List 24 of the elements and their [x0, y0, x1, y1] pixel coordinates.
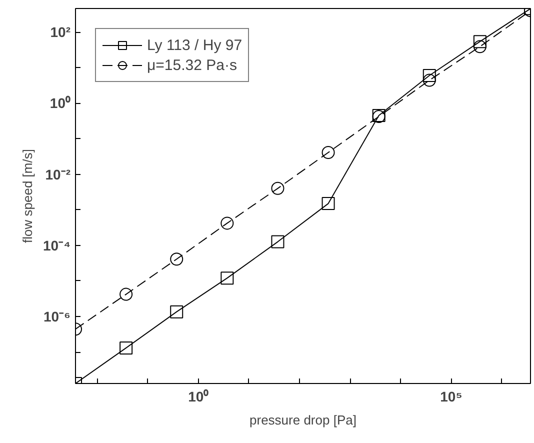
point	[220, 216, 234, 230]
x-axis-title: pressure drop [Pa]	[250, 412, 356, 428]
legend-label: μ=15.32 Pa·s	[147, 56, 237, 74]
point	[473, 40, 486, 54]
point	[271, 182, 284, 195]
point	[170, 305, 184, 318]
y-axis-title: flow speed [m/s]	[20, 149, 36, 243]
point	[120, 288, 133, 301]
point	[422, 68, 436, 82]
point	[271, 235, 284, 248]
point	[322, 197, 335, 210]
legend-label: Ly 113 / Hy 97	[147, 36, 242, 54]
y-tick-label: 10⁻⁶	[43, 308, 71, 324]
point	[322, 146, 335, 159]
x-tick-label: 10⁵	[440, 388, 462, 404]
point	[170, 252, 184, 266]
point	[220, 272, 234, 285]
point	[422, 74, 436, 87]
y-tick-label: 10²	[50, 24, 71, 40]
y-tick-label: 10⁻⁴	[43, 237, 71, 254]
y-tick-label: 10⁰	[50, 95, 71, 112]
point	[473, 35, 486, 48]
point	[120, 341, 133, 354]
y-tick-label: 10⁻²	[45, 166, 71, 182]
